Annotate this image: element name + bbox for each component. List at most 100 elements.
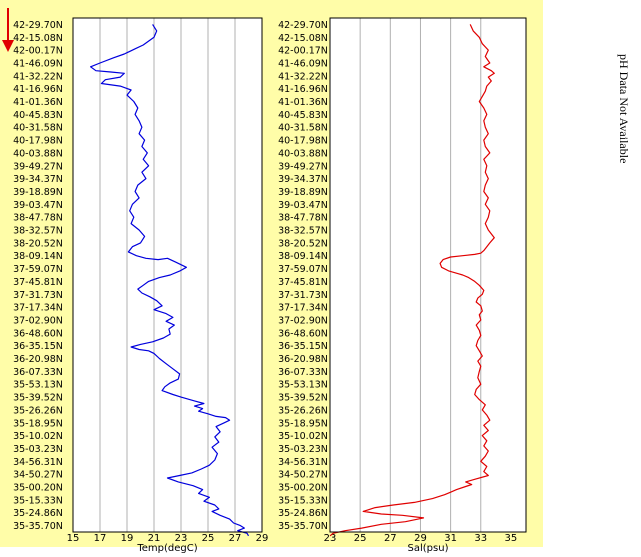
temp-y-tick-label: 35-53.13N <box>13 380 63 391</box>
sal-y-tick-label: 36-35.15N <box>278 341 328 352</box>
temp-y-tick-label: 34-50.27N <box>13 470 63 481</box>
temp-y-tick-label: 36-20.98N <box>13 354 63 365</box>
sal-y-tick-label: 35-03.23N <box>278 444 328 455</box>
temp-y-tick-label: 35-00.20N <box>13 483 63 494</box>
temp-y-tick-label: 35-26.26N <box>13 405 63 416</box>
temp-plot-border <box>72 17 263 533</box>
sal-y-tick-label: 41-16.96N <box>278 84 328 95</box>
sal-y-tick-label: 36-48.60N <box>278 328 328 339</box>
temp-y-tick-label: 37-17.34N <box>13 303 63 314</box>
sal-y-tick-label: 34-50.27N <box>278 470 328 481</box>
temp-y-tick-label: 35-03.23N <box>13 444 63 455</box>
temp-y-tick-label: 38-47.78N <box>13 213 63 224</box>
temp-y-tick-label: 34-56.31N <box>13 457 63 468</box>
temp-x-tick-label: 29 <box>256 533 269 544</box>
temp-y-tick-label: 35-24.86N <box>13 508 63 519</box>
sal-y-tick-label: 41-32.22N <box>278 71 328 82</box>
temp-y-tick-label: 37-31.73N <box>13 290 63 301</box>
sal-y-tick-label: 38-09.14N <box>278 251 328 262</box>
sal-y-tick-label: 35-00.20N <box>278 483 328 494</box>
temp-x-tick-label: 19 <box>121 533 134 544</box>
side-note-text: pH Data Not Available <box>617 54 631 163</box>
sal-y-tick-label: 36-20.98N <box>278 354 328 365</box>
sal-y-tick-label: 36-07.33N <box>278 367 328 378</box>
sal-series-line <box>329 24 495 537</box>
sal-y-tick-label: 34-56.31N <box>278 457 328 468</box>
sal-x-tick-label: 33 <box>474 533 487 544</box>
temp-plot-area <box>73 18 262 532</box>
sal-x-tick-label: 25 <box>354 533 367 544</box>
temp-y-tick-label: 42-15.08N <box>13 33 63 44</box>
sal-x-tick-label: 27 <box>384 533 397 544</box>
temp-y-tick-label: 41-16.96N <box>13 84 63 95</box>
temp-y-tick-label: 39-03.47N <box>13 200 63 211</box>
direction-arrow-head-icon <box>2 40 14 52</box>
sal-y-tick-label: 35-39.52N <box>278 393 328 404</box>
sal-y-tick-label: 40-03.88N <box>278 148 328 159</box>
temp-y-tick-label: 41-01.36N <box>13 97 63 108</box>
direction-arrow <box>2 8 14 52</box>
sal-y-tick-label: 35-24.86N <box>278 508 328 519</box>
side-note-wrapper: pH Data Not Available <box>617 54 631 163</box>
sal-y-tick-label: 37-17.34N <box>278 303 328 314</box>
temp-y-tick-label: 38-32.57N <box>13 226 63 237</box>
sal-plot-border <box>329 17 527 533</box>
sal-y-tick-label: 40-31.58N <box>278 123 328 134</box>
temp-y-tick-label: 35-10.02N <box>13 431 63 442</box>
sal-y-tick-label: 38-47.78N <box>278 213 328 224</box>
sal-y-tick-label: 37-02.90N <box>278 315 328 326</box>
sal-y-tick-label: 39-34.37N <box>278 174 328 185</box>
sal-y-tick-label: 35-15.33N <box>278 495 328 506</box>
sal-y-tick-label: 39-03.47N <box>278 200 328 211</box>
sal-x-tick-label: 31 <box>444 533 457 544</box>
temp-y-tick-label: 36-07.33N <box>13 367 63 378</box>
temp-y-tick-label: 35-39.52N <box>13 393 63 404</box>
sal-y-tick-label: 42-29.70N <box>278 20 328 31</box>
temp-y-tick-label: 39-49.27N <box>13 161 63 172</box>
sal-x-axis-label: Sal(psu) <box>408 543 449 554</box>
temp-y-tick-label: 41-46.09N <box>13 58 63 69</box>
temperature-chart: 15 17 19 21 23 25 27 29 42-29.70N 42-15.08N 42-00.… <box>13 17 269 554</box>
temp-x-axis-label: Temp(degC) <box>136 543 197 554</box>
sal-y-tick-label: 35-53.13N <box>278 380 328 391</box>
temp-y-tick-label: 38-09.14N <box>13 251 63 262</box>
temp-series-line <box>89 24 250 537</box>
temp-y-tick-label: 42-00.17N <box>13 46 63 57</box>
sal-x-tick-label: 35 <box>505 533 518 544</box>
sal-y-tick-label: 38-32.57N <box>278 226 328 237</box>
temp-x-tick-label: 17 <box>94 533 107 544</box>
sal-y-tick-label: 37-59.07N <box>278 264 328 275</box>
sal-y-tick-label: 41-01.36N <box>278 97 328 108</box>
temp-y-tick-label: 37-59.07N <box>13 264 63 275</box>
sal-y-tick-label: 42-00.17N <box>278 46 328 57</box>
sal-y-tick-label: 38-20.52N <box>278 238 328 249</box>
temp-x-tick-label: 27 <box>229 533 242 544</box>
temp-y-tick-label: 35-18.95N <box>13 418 63 429</box>
temp-x-tick-label: 15 <box>67 533 80 544</box>
temp-y-tick-label: 40-17.98N <box>13 136 63 147</box>
sal-y-tick-label: 39-49.27N <box>278 161 328 172</box>
sal-x-tick-label: 29 <box>414 533 427 544</box>
temp-y-tick-label: 41-32.22N <box>13 71 63 82</box>
sal-y-tick-label: 37-45.81N <box>278 277 328 288</box>
sal-x-tick-label: 23 <box>324 533 337 544</box>
temp-y-tick-label: 36-35.15N <box>13 341 63 352</box>
sal-plot-area <box>330 18 526 532</box>
sal-y-tick-label: 41-46.09N <box>278 58 328 69</box>
temp-x-tick-label: 25 <box>202 533 215 544</box>
sal-y-tick-label: 37-31.73N <box>278 290 328 301</box>
temp-y-tick-label: 40-03.88N <box>13 148 63 159</box>
sal-y-tick-label: 39-18.89N <box>278 187 328 198</box>
temp-y-tick-label: 39-34.37N <box>13 174 63 185</box>
temp-x-tick-label: 21 <box>148 533 161 544</box>
temp-y-tick-label: 42-29.70N <box>13 20 63 31</box>
temp-y-tick-label: 40-31.58N <box>13 123 63 134</box>
temp-y-tick-label: 38-20.52N <box>13 238 63 249</box>
sal-y-tick-label: 35-18.95N <box>278 418 328 429</box>
sal-y-tick-label: 40-17.98N <box>278 136 328 147</box>
temp-y-tick-label: 35-35.70N <box>13 521 63 532</box>
temp-y-tick-label: 39-18.89N <box>13 187 63 198</box>
sal-y-tick-label: 35-35.70N <box>278 521 328 532</box>
sal-y-tick-label: 42-15.08N <box>278 33 328 44</box>
